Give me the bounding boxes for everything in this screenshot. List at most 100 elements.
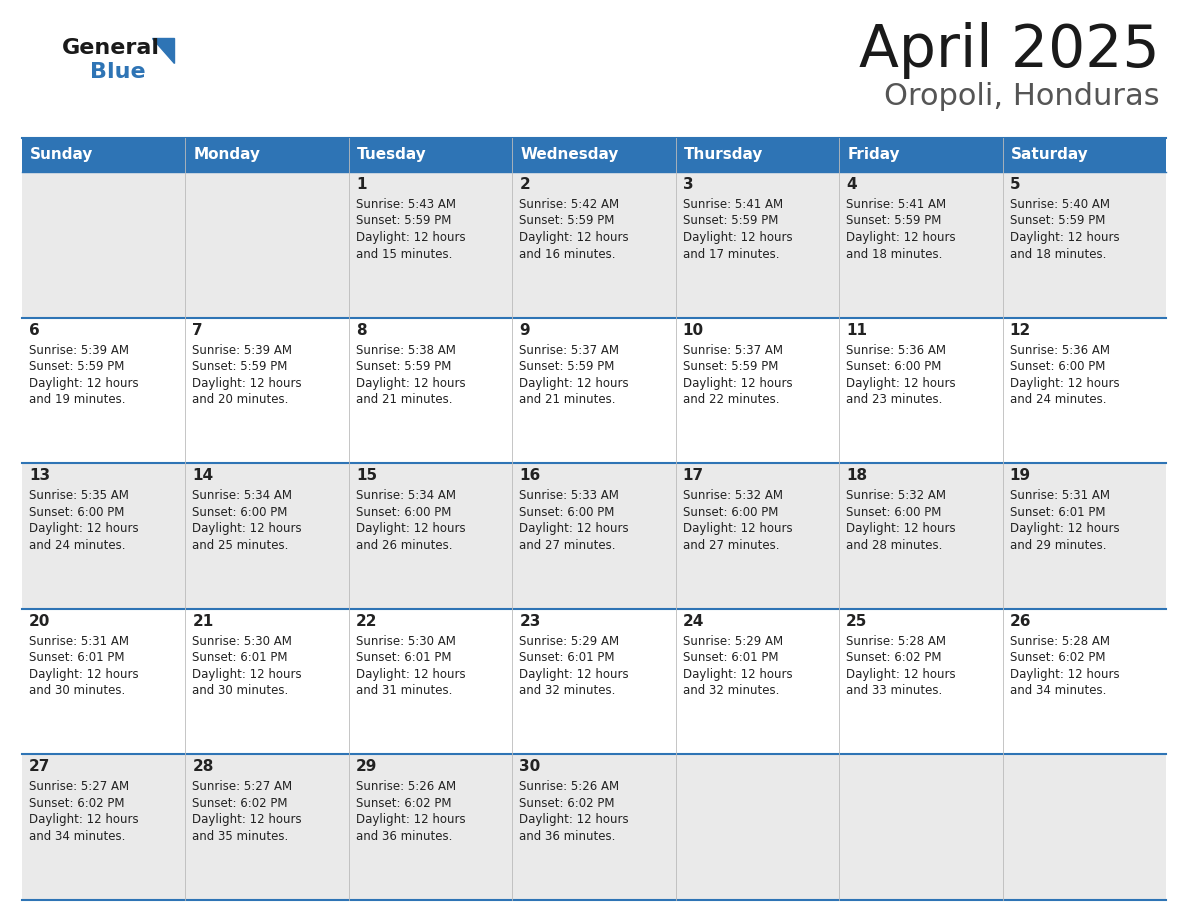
Text: 6: 6 <box>29 322 39 338</box>
Text: 4: 4 <box>846 177 857 192</box>
Text: Sunrise: 5:42 AM: Sunrise: 5:42 AM <box>519 198 619 211</box>
Text: 17: 17 <box>683 468 703 483</box>
Text: Sunset: 6:01 PM: Sunset: 6:01 PM <box>683 651 778 665</box>
Text: Daylight: 12 hours: Daylight: 12 hours <box>519 231 628 244</box>
Text: Daylight: 12 hours: Daylight: 12 hours <box>356 813 466 826</box>
Text: Sunrise: 5:39 AM: Sunrise: 5:39 AM <box>192 343 292 356</box>
Text: and 24 minutes.: and 24 minutes. <box>1010 393 1106 406</box>
Bar <box>349 138 512 172</box>
Text: Sunset: 6:02 PM: Sunset: 6:02 PM <box>1010 651 1105 665</box>
Text: and 32 minutes.: and 32 minutes. <box>683 684 779 698</box>
Text: Sunrise: 5:30 AM: Sunrise: 5:30 AM <box>356 635 456 648</box>
Text: Sunrise: 5:27 AM: Sunrise: 5:27 AM <box>29 780 129 793</box>
Text: 3: 3 <box>683 177 694 192</box>
Bar <box>512 172 676 318</box>
Bar <box>23 755 185 900</box>
Bar <box>512 138 676 172</box>
Text: and 22 minutes.: and 22 minutes. <box>683 393 779 406</box>
Bar <box>349 755 512 900</box>
Text: and 24 minutes.: and 24 minutes. <box>29 539 126 552</box>
Bar <box>839 172 1003 318</box>
Text: 18: 18 <box>846 468 867 483</box>
Bar <box>512 609 676 755</box>
Text: Sunrise: 5:38 AM: Sunrise: 5:38 AM <box>356 343 456 356</box>
Bar <box>349 172 512 318</box>
Bar <box>839 138 1003 172</box>
Text: Thursday: Thursday <box>684 148 763 162</box>
Text: 2: 2 <box>519 177 530 192</box>
Text: Sunrise: 5:32 AM: Sunrise: 5:32 AM <box>683 489 783 502</box>
Text: Sunset: 6:01 PM: Sunset: 6:01 PM <box>356 651 451 665</box>
Text: Sunrise: 5:41 AM: Sunrise: 5:41 AM <box>683 198 783 211</box>
Text: Sunrise: 5:29 AM: Sunrise: 5:29 AM <box>683 635 783 648</box>
Text: and 27 minutes.: and 27 minutes. <box>683 539 779 552</box>
Text: and 30 minutes.: and 30 minutes. <box>192 684 289 698</box>
Text: Sunrise: 5:32 AM: Sunrise: 5:32 AM <box>846 489 946 502</box>
Text: April 2025: April 2025 <box>859 22 1159 79</box>
Bar <box>676 755 839 900</box>
Text: Sunrise: 5:41 AM: Sunrise: 5:41 AM <box>846 198 947 211</box>
Text: Sunset: 5:59 PM: Sunset: 5:59 PM <box>1010 215 1105 228</box>
Text: and 18 minutes.: and 18 minutes. <box>846 248 942 261</box>
Bar <box>676 172 839 318</box>
Bar <box>185 172 349 318</box>
Text: and 19 minutes.: and 19 minutes. <box>29 393 126 406</box>
Text: and 25 minutes.: and 25 minutes. <box>192 539 289 552</box>
Bar <box>839 755 1003 900</box>
Bar <box>839 609 1003 755</box>
Text: Sunrise: 5:36 AM: Sunrise: 5:36 AM <box>1010 343 1110 356</box>
Text: Sunset: 6:01 PM: Sunset: 6:01 PM <box>519 651 614 665</box>
Text: Sunset: 5:59 PM: Sunset: 5:59 PM <box>519 360 614 373</box>
Text: and 31 minutes.: and 31 minutes. <box>356 684 453 698</box>
Text: Daylight: 12 hours: Daylight: 12 hours <box>519 813 628 826</box>
Text: and 26 minutes.: and 26 minutes. <box>356 539 453 552</box>
Text: Daylight: 12 hours: Daylight: 12 hours <box>846 667 956 681</box>
Text: Sunset: 6:02 PM: Sunset: 6:02 PM <box>192 797 287 810</box>
Text: Sunset: 5:59 PM: Sunset: 5:59 PM <box>683 360 778 373</box>
Bar <box>839 318 1003 464</box>
Text: 10: 10 <box>683 322 703 338</box>
Text: 14: 14 <box>192 468 214 483</box>
Bar <box>839 464 1003 609</box>
Text: Sunrise: 5:40 AM: Sunrise: 5:40 AM <box>1010 198 1110 211</box>
Text: Daylight: 12 hours: Daylight: 12 hours <box>519 376 628 389</box>
Text: Sunset: 5:59 PM: Sunset: 5:59 PM <box>356 360 451 373</box>
Text: Sunset: 6:00 PM: Sunset: 6:00 PM <box>683 506 778 519</box>
Text: Daylight: 12 hours: Daylight: 12 hours <box>683 522 792 535</box>
Bar <box>512 464 676 609</box>
Text: 26: 26 <box>1010 614 1031 629</box>
Text: and 27 minutes.: and 27 minutes. <box>519 539 615 552</box>
Text: and 36 minutes.: and 36 minutes. <box>519 830 615 843</box>
Text: Daylight: 12 hours: Daylight: 12 hours <box>846 522 956 535</box>
Text: and 36 minutes.: and 36 minutes. <box>356 830 453 843</box>
Bar <box>185 755 349 900</box>
Text: Sunrise: 5:31 AM: Sunrise: 5:31 AM <box>29 635 129 648</box>
Text: Daylight: 12 hours: Daylight: 12 hours <box>1010 667 1119 681</box>
Text: Daylight: 12 hours: Daylight: 12 hours <box>356 231 466 244</box>
Text: Sunrise: 5:31 AM: Sunrise: 5:31 AM <box>1010 489 1110 502</box>
Text: 15: 15 <box>356 468 377 483</box>
Text: Sunset: 6:00 PM: Sunset: 6:00 PM <box>29 506 125 519</box>
Bar <box>512 318 676 464</box>
Text: Tuesday: Tuesday <box>356 148 426 162</box>
Text: 11: 11 <box>846 322 867 338</box>
Text: Daylight: 12 hours: Daylight: 12 hours <box>356 522 466 535</box>
Text: and 15 minutes.: and 15 minutes. <box>356 248 453 261</box>
Text: Sunset: 6:00 PM: Sunset: 6:00 PM <box>846 360 942 373</box>
Text: Daylight: 12 hours: Daylight: 12 hours <box>683 231 792 244</box>
Text: and 23 minutes.: and 23 minutes. <box>846 393 942 406</box>
Text: Sunday: Sunday <box>30 148 94 162</box>
Bar <box>676 318 839 464</box>
Text: Sunset: 6:02 PM: Sunset: 6:02 PM <box>846 651 942 665</box>
Text: Daylight: 12 hours: Daylight: 12 hours <box>192 522 302 535</box>
Text: 8: 8 <box>356 322 366 338</box>
Bar <box>185 318 349 464</box>
Text: and 21 minutes.: and 21 minutes. <box>356 393 453 406</box>
Bar <box>185 464 349 609</box>
Text: Daylight: 12 hours: Daylight: 12 hours <box>519 667 628 681</box>
Text: Sunrise: 5:30 AM: Sunrise: 5:30 AM <box>192 635 292 648</box>
Text: 5: 5 <box>1010 177 1020 192</box>
Text: Daylight: 12 hours: Daylight: 12 hours <box>1010 522 1119 535</box>
Text: Daylight: 12 hours: Daylight: 12 hours <box>29 522 139 535</box>
Bar <box>23 138 185 172</box>
